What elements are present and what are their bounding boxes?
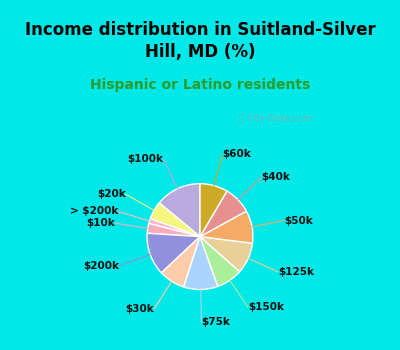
Wedge shape bbox=[200, 191, 246, 237]
Text: $125k: $125k bbox=[278, 267, 314, 277]
Wedge shape bbox=[147, 223, 200, 237]
Text: ⓘ City-Data.com: ⓘ City-Data.com bbox=[239, 114, 312, 122]
Wedge shape bbox=[150, 203, 200, 237]
Text: Income distribution in Suitland-Silver
Hill, MD (%): Income distribution in Suitland-Silver H… bbox=[25, 21, 375, 61]
Text: $10k: $10k bbox=[87, 218, 115, 228]
Wedge shape bbox=[200, 237, 252, 272]
Wedge shape bbox=[149, 219, 200, 237]
Text: > $200k: > $200k bbox=[70, 206, 118, 216]
Text: $30k: $30k bbox=[125, 304, 154, 314]
Text: $20k: $20k bbox=[97, 189, 126, 199]
Text: Hispanic or Latino residents: Hispanic or Latino residents bbox=[90, 78, 310, 92]
Wedge shape bbox=[200, 211, 253, 243]
Text: $50k: $50k bbox=[284, 216, 313, 225]
Text: $40k: $40k bbox=[262, 172, 290, 182]
Wedge shape bbox=[200, 184, 227, 237]
Text: $60k: $60k bbox=[223, 149, 251, 159]
Wedge shape bbox=[147, 233, 200, 273]
Wedge shape bbox=[184, 237, 218, 289]
Wedge shape bbox=[159, 184, 200, 237]
Wedge shape bbox=[162, 237, 200, 287]
Text: $200k: $200k bbox=[83, 261, 119, 271]
Text: $150k: $150k bbox=[248, 302, 284, 313]
Text: $75k: $75k bbox=[201, 317, 230, 327]
Wedge shape bbox=[200, 237, 240, 286]
Text: $100k: $100k bbox=[128, 154, 164, 164]
